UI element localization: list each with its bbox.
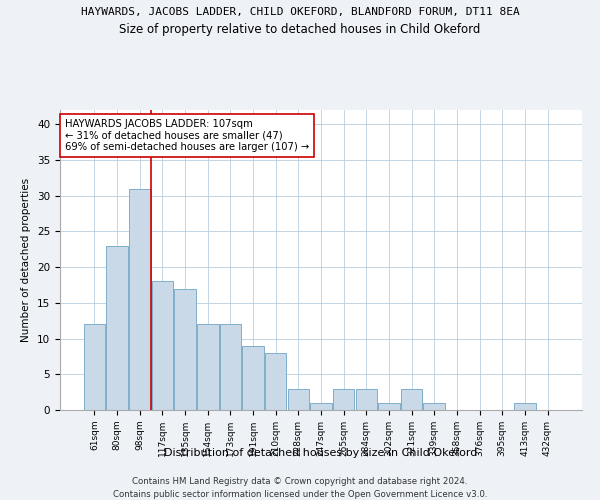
Bar (424, 403, 445, 410)
Bar (197, 324, 218, 410)
Bar (265, 353, 286, 410)
Bar (378, 403, 400, 410)
Text: Distribution of detached houses by size in Child Okeford: Distribution of detached houses by size … (164, 448, 478, 458)
Y-axis label: Number of detached properties: Number of detached properties (22, 178, 31, 342)
Bar (242, 346, 264, 410)
Text: Size of property relative to detached houses in Child Okeford: Size of property relative to detached ho… (119, 22, 481, 36)
Bar (514, 403, 536, 410)
Bar (152, 282, 173, 410)
Bar (310, 403, 332, 410)
Text: HAYWARDS, JACOBS LADDER, CHILD OKEFORD, BLANDFORD FORUM, DT11 8EA: HAYWARDS, JACOBS LADDER, CHILD OKEFORD, … (80, 8, 520, 18)
Bar (287, 388, 309, 410)
Text: Contains HM Land Registry data © Crown copyright and database right 2024.: Contains HM Land Registry data © Crown c… (132, 478, 468, 486)
Bar (401, 388, 422, 410)
Bar (84, 324, 105, 410)
Bar (129, 188, 151, 410)
Bar (175, 288, 196, 410)
Bar (356, 388, 377, 410)
Text: HAYWARDS JACOBS LADDER: 107sqm
← 31% of detached houses are smaller (47)
69% of : HAYWARDS JACOBS LADDER: 107sqm ← 31% of … (65, 119, 310, 152)
Bar (106, 246, 128, 410)
Bar (220, 324, 241, 410)
Bar (333, 388, 355, 410)
Text: Contains public sector information licensed under the Open Government Licence v3: Contains public sector information licen… (113, 490, 487, 499)
